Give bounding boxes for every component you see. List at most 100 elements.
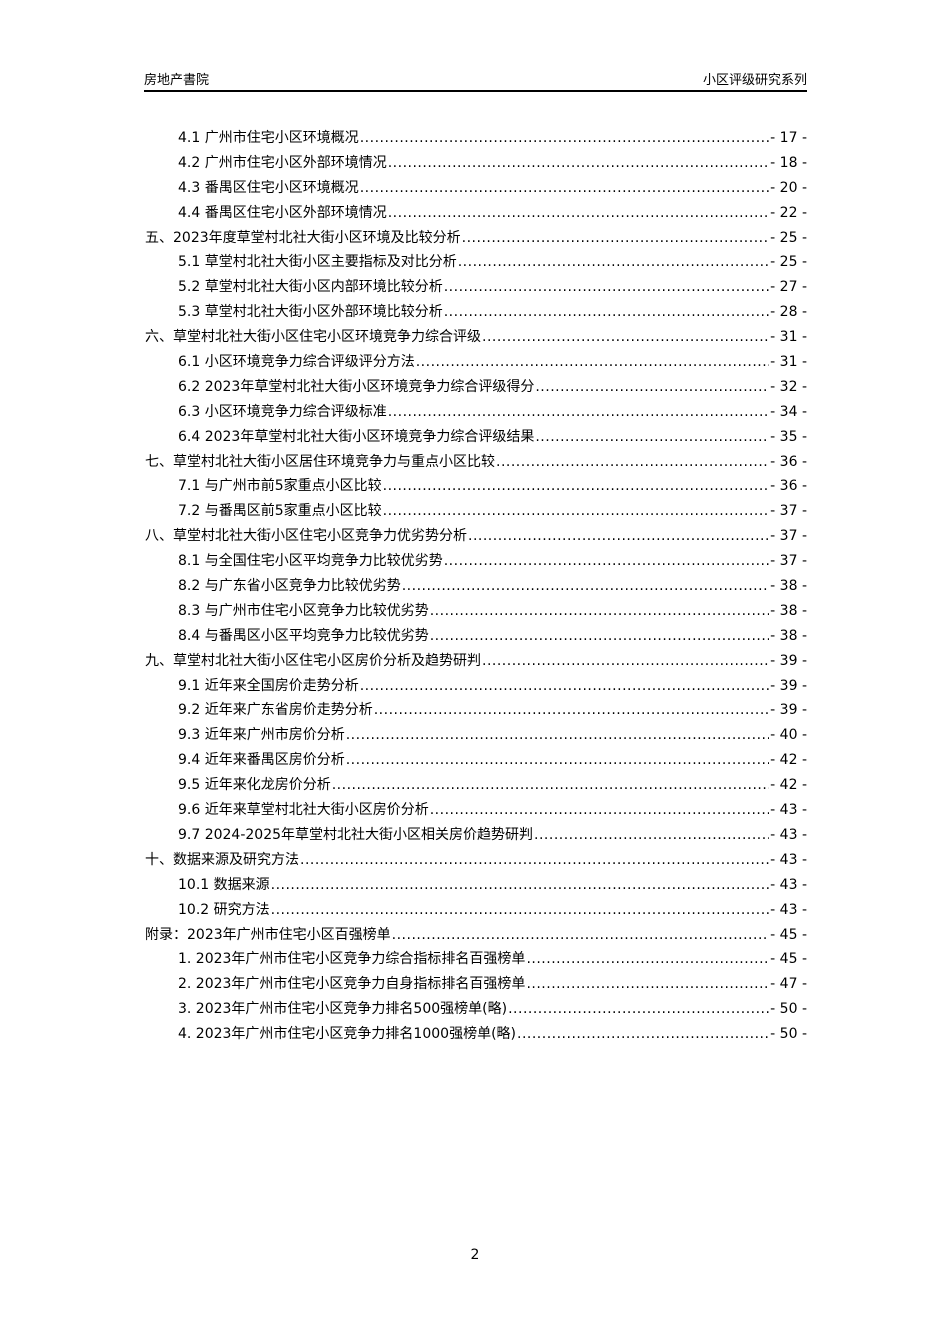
toc-entry[interactable]: 五、2023年度草堂村北社大街小区环境及比较分析 - 25 - [145, 226, 807, 251]
toc-entry[interactable]: 10.2 研究方法 - 43 - [145, 898, 807, 923]
toc-leader-dots [482, 325, 769, 350]
toc-entry-page: - 25 - [770, 254, 807, 271]
toc-entry[interactable]: 7.2 与番禺区前5家重点小区比较 - 37 - [145, 499, 807, 524]
toc-entry[interactable]: 七、草堂村北社大街小区居住环境竞争力与重点小区比较 - 36 - [145, 450, 807, 475]
toc-leader-dots [374, 698, 769, 723]
toc-entry-page: - 17 - [770, 130, 807, 146]
toc-entry[interactable]: 4.1 广州市住宅小区环境概况 - 17 - [145, 126, 807, 151]
toc-leader-dots [416, 350, 769, 375]
toc-leader-dots [444, 300, 769, 325]
toc-entry-title: 8.1 与全国住宅小区平均竞争力比较优劣势 [178, 553, 443, 570]
toc-entry-page: - 31 - [770, 329, 807, 346]
toc-leader-dots [468, 524, 769, 549]
toc-entry[interactable]: 4. 2023年广州市住宅小区竞争力排名1000强榜单(略) - 50 - [145, 1022, 807, 1047]
toc-entry[interactable]: 十、数据来源及研究方法 - 43 - [145, 848, 807, 873]
toc-entry[interactable]: 4.3 番禺区住宅小区环境概况 - 20 - [145, 176, 807, 201]
toc-entry-page: - 35 - [770, 428, 807, 445]
toc-entry-title: 8.4 与番禺区小区平均竞争力比较优劣势 [178, 627, 429, 644]
toc-entry[interactable]: 5.3 草堂村北社大街小区外部环境比较分析 - 28 - [145, 300, 807, 325]
toc-entry[interactable]: 附录：2023年广州市住宅小区百强榜单 - 45 - [145, 923, 807, 948]
toc-leader-dots [482, 649, 769, 674]
toc-entry[interactable]: 10.1 数据来源 - 43 - [145, 873, 807, 898]
toc-entry-page: - 38 - [770, 602, 807, 619]
toc-entry[interactable]: 4.4 番禺区住宅小区外部环境情况 - 22 - [145, 201, 807, 226]
toc-entry[interactable]: 8.2 与广东省小区竞争力比较优劣势 - 38 - [145, 574, 807, 599]
toc-entry[interactable]: 5.1 草堂村北社大街小区主要指标及对比分析 - 25 - [145, 250, 807, 275]
toc-leader-dots [360, 176, 769, 201]
toc-entry-page: - 39 - [770, 652, 807, 669]
toc-entry-page: - 28 - [770, 304, 807, 321]
toc-leader-dots [508, 997, 769, 1022]
toc-entry[interactable]: 5.2 草堂村北社大街小区内部环境比较分析 - 27 - [145, 275, 807, 300]
toc-entry-page: - 43 - [770, 901, 807, 918]
toc-entry-page: - 42 - [770, 777, 807, 794]
toc-entry[interactable]: 9.1 近年来全国房价走势分析 - 39 - [145, 674, 807, 699]
toc-leader-dots [496, 450, 769, 475]
toc-entry-title: 九、草堂村北社大街小区住宅小区房价分析及趋势研判 [145, 652, 481, 669]
toc-entry-page: - 50 - [770, 1001, 807, 1018]
toc-entry-page: - 32 - [770, 378, 807, 395]
toc-entry[interactable]: 8.1 与全国住宅小区平均竞争力比较优劣势 - 37 - [145, 549, 807, 574]
toc-entry[interactable]: 9.7 2024-2025年草堂村北社大街小区相关房价趋势研判 - 43 - [145, 823, 807, 848]
toc-entry-title: 6.1 小区环境竞争力综合评级评分方法 [178, 354, 415, 371]
toc-leader-dots [462, 226, 770, 251]
toc-entry-page: - 37 - [770, 528, 807, 545]
toc-entry[interactable]: 6.1 小区环境竞争力综合评级评分方法 - 31 - [145, 350, 807, 375]
toc-entry-page: - 45 - [770, 951, 807, 968]
toc-entry[interactable]: 6.3 小区环境竞争力综合评级标准 - 34 - [145, 400, 807, 425]
toc-entry[interactable]: 9.2 近年来广东省房价走势分析 - 39 - [145, 698, 807, 723]
page-number: 2 [470, 1247, 480, 1263]
toc-entry-page: - 39 - [770, 677, 807, 694]
toc-entry-title: 9.3 近年来广州市房价分析 [178, 727, 345, 744]
toc-leader-dots [517, 1022, 769, 1047]
toc-leader-dots [383, 474, 770, 499]
toc-entry-title: 附录：2023年广州市住宅小区百强榜单 [145, 926, 391, 943]
toc-entry[interactable]: 9.3 近年来广州市房价分析 - 40 - [145, 723, 807, 748]
toc-leader-dots [444, 549, 769, 574]
toc-entry[interactable]: 2. 2023年广州市住宅小区竞争力自身指标排名百强榜单 - 47 - [145, 972, 807, 997]
toc-entry-title: 5.3 草堂村北社大街小区外部环境比较分析 [178, 304, 443, 321]
toc-entry-page: - 43 - [770, 826, 807, 843]
toc-entry-title: 1. 2023年广州市住宅小区竞争力综合指标排名百强榜单 [178, 951, 526, 968]
toc-entry-title: 六、草堂村北社大街小区住宅小区环境竞争力综合评级 [145, 329, 481, 346]
toc-leader-dots [360, 674, 769, 699]
toc-leader-dots [388, 201, 769, 226]
toc-entry[interactable]: 9.4 近年来番禺区房价分析 - 42 - [145, 748, 807, 773]
toc-entry-page: - 43 - [770, 851, 807, 868]
toc-entry-title: 9.6 近年来草堂村北社大街小区房价分析 [178, 802, 429, 819]
toc-entry[interactable]: 六、草堂村北社大街小区住宅小区环境竞争力综合评级 - 31 - [145, 325, 807, 350]
toc-leader-dots [332, 773, 769, 798]
toc-entry-title: 5.2 草堂村北社大街小区内部环境比较分析 [178, 279, 443, 296]
toc-entry-page: - 18 - [770, 154, 807, 171]
toc-entry[interactable]: 8.3 与广州市住宅小区竞争力比较优劣势 - 38 - [145, 599, 807, 624]
toc-entry-title: 七、草堂村北社大街小区居住环境竞争力与重点小区比较 [145, 453, 495, 470]
toc-entry[interactable]: 3. 2023年广州市住宅小区竞争力排名500强榜单(略) - 50 - [145, 997, 807, 1022]
toc-entry[interactable]: 9.6 近年来草堂村北社大街小区房价分析 - 43 - [145, 798, 807, 823]
toc-entry[interactable]: 7.1 与广州市前5家重点小区比较 - 36 - [145, 474, 807, 499]
toc-entry-title: 八、草堂村北社大街小区住宅小区竞争力优劣势分析 [145, 528, 467, 545]
toc-entry[interactable]: 9.5 近年来化龙房价分析 - 42 - [145, 773, 807, 798]
toc-entry-title: 7.2 与番禺区前5家重点小区比较 [178, 503, 382, 520]
toc-leader-dots [388, 151, 769, 176]
toc-entry-title: 4.2 广州市住宅小区外部环境情况 [178, 154, 387, 171]
toc-entry[interactable]: 6.4 2023年草堂村北社大街小区环境竞争力综合评级结果 - 35 - [145, 425, 807, 450]
toc-entry[interactable]: 6.2 2023年草堂村北社大街小区环境竞争力综合评级得分 - 32 - [145, 375, 807, 400]
toc-entry-title: 5.1 草堂村北社大街小区主要指标及对比分析 [178, 254, 457, 271]
toc-leader-dots [430, 599, 769, 624]
toc-entry[interactable]: 八、草堂村北社大街小区住宅小区竞争力优劣势分析 - 37 - [145, 524, 807, 549]
header-series: 小区评级研究系列 [702, 73, 807, 88]
toc-leader-dots [300, 848, 769, 873]
toc-entry[interactable]: 4.2 广州市住宅小区外部环境情况 - 18 - [145, 151, 807, 176]
toc-entry-title: 五、2023年度草堂村北社大街小区环境及比较分析 [145, 229, 461, 246]
toc-entry[interactable]: 8.4 与番禺区小区平均竞争力比较优劣势 - 38 - [145, 624, 807, 649]
table-of-contents: 4.1 广州市住宅小区环境概况 - 17 - 4.2 广州市住宅小区外部环境情况 - … [145, 126, 807, 1047]
toc-entry[interactable]: 九、草堂村北社大街小区住宅小区房价分析及趋势研判 - 39 - [145, 649, 807, 674]
toc-entry-title: 9.5 近年来化龙房价分析 [178, 777, 331, 794]
toc-entry-title: 3. 2023年广州市住宅小区竞争力排名500强榜单(略) [178, 1001, 508, 1018]
toc-entry-title: 9.2 近年来广东省房价走势分析 [178, 702, 373, 719]
toc-entry[interactable]: 1. 2023年广州市住宅小区竞争力综合指标排名百强榜单 - 45 - [145, 947, 807, 972]
toc-entry-page: - 25 - [770, 229, 807, 246]
toc-leader-dots [444, 275, 769, 300]
toc-leader-dots [458, 250, 769, 275]
toc-entry-page: - 50 - [770, 1026, 807, 1043]
